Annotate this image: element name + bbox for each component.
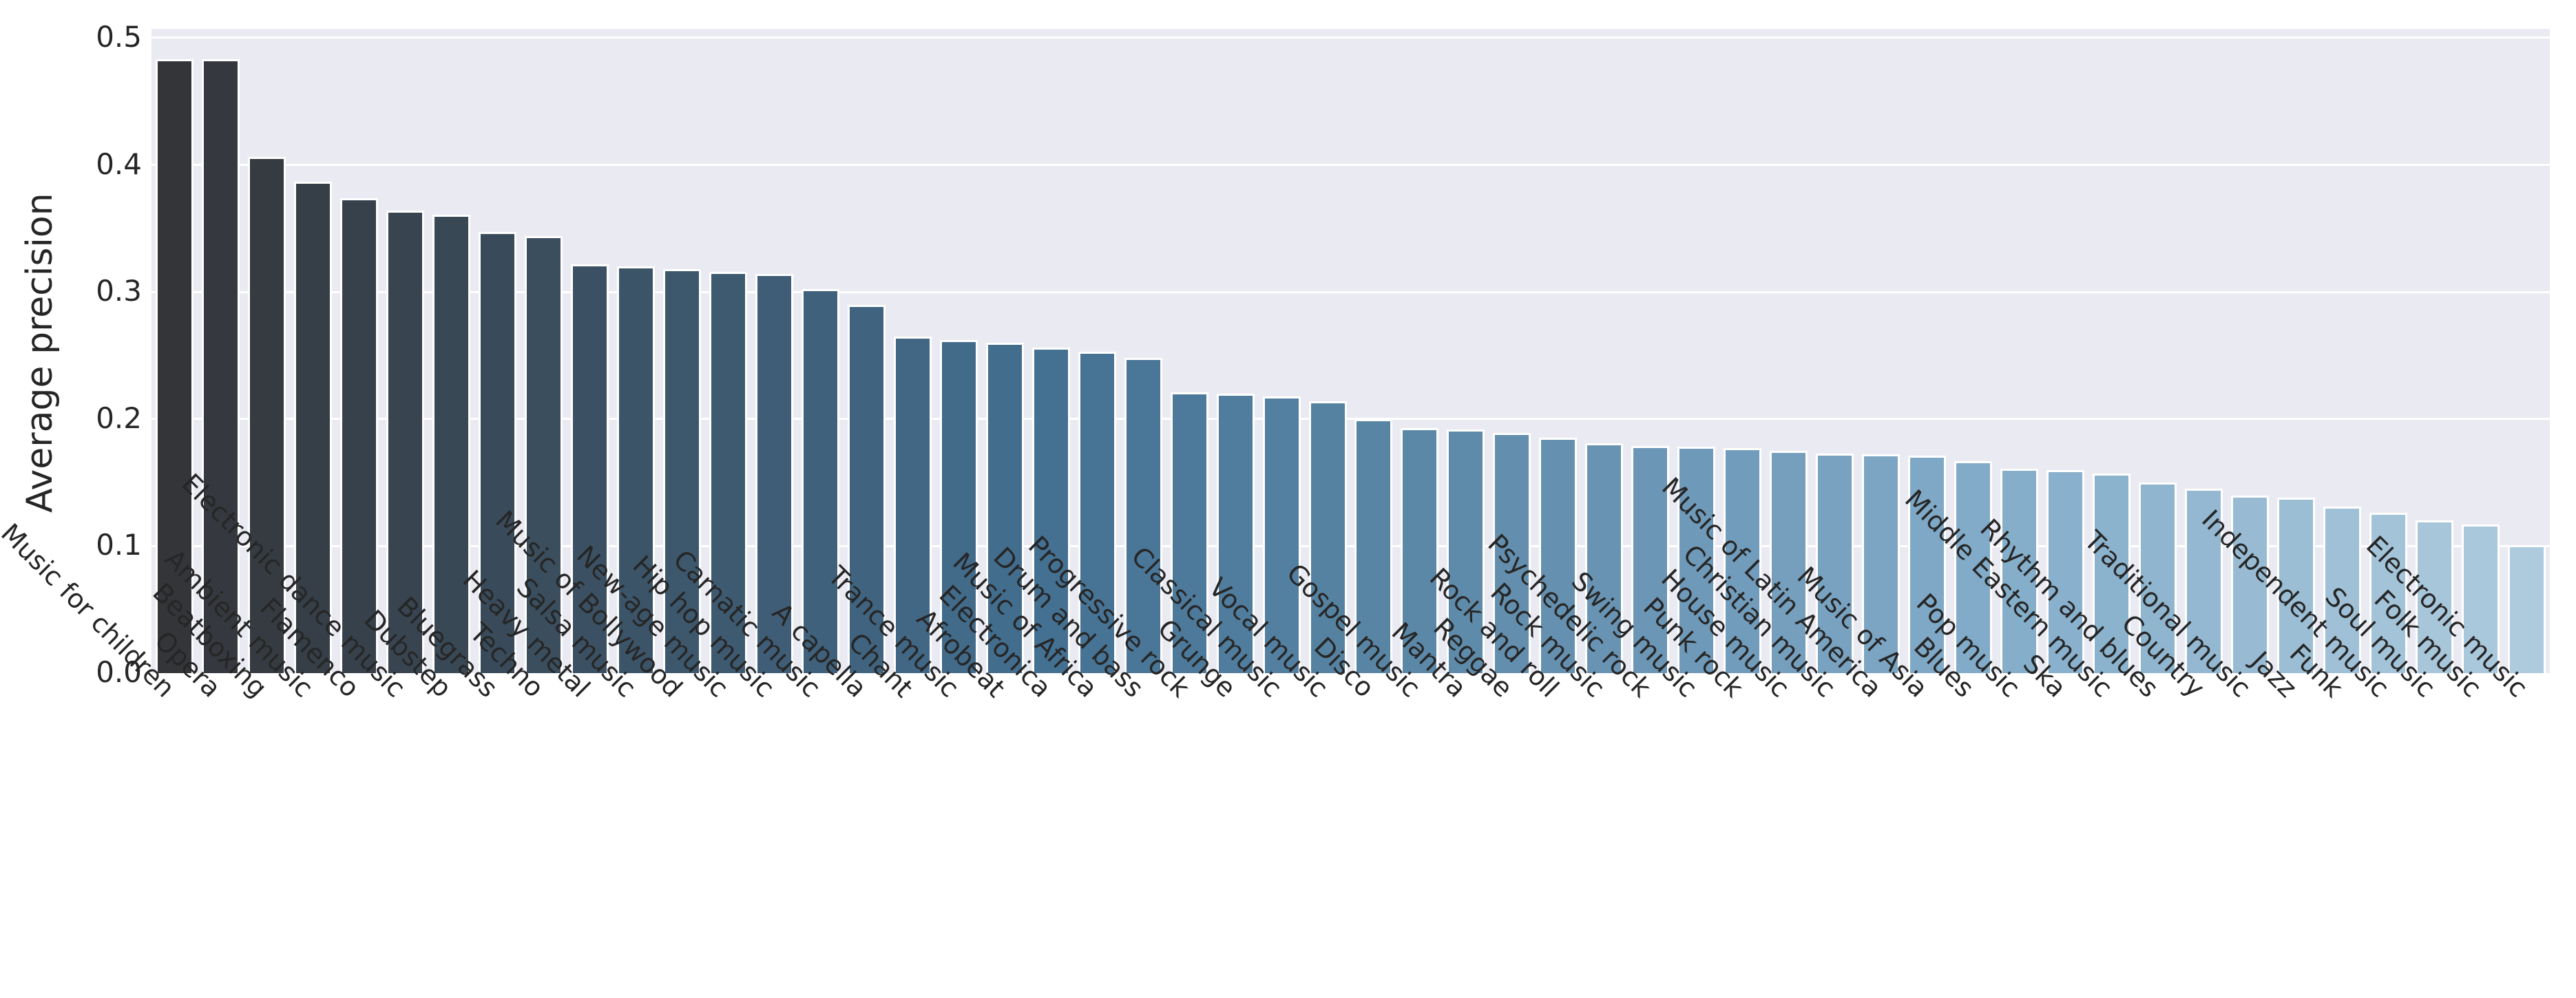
gridline-0.1 — [151, 545, 2550, 547]
bar — [2000, 469, 2038, 673]
bar — [2416, 520, 2453, 673]
bar — [156, 59, 193, 673]
bar — [663, 269, 701, 673]
bar — [1585, 443, 1623, 673]
bar — [202, 59, 240, 673]
bar — [2093, 474, 2130, 673]
bar — [525, 236, 563, 673]
y-tick-label: 0.3 — [96, 274, 142, 308]
bar — [2139, 482, 2177, 673]
bar — [1217, 394, 1255, 673]
bar — [1263, 396, 1301, 673]
y-tick-label: 0.0 — [96, 655, 142, 689]
bar — [1078, 352, 1116, 673]
bar — [1493, 433, 1531, 673]
y-tick-label: 0.1 — [96, 528, 142, 562]
bar — [2231, 496, 2269, 673]
bar — [1354, 419, 1392, 673]
y-tick-label: 0.2 — [96, 401, 142, 435]
bar — [1677, 447, 1715, 673]
bar — [1539, 438, 1577, 673]
bar — [1631, 446, 1669, 673]
bar — [1816, 454, 1854, 673]
bar — [1401, 428, 1438, 673]
bar — [1124, 358, 1162, 673]
bar — [571, 264, 609, 673]
bar — [2277, 498, 2315, 673]
bar — [986, 343, 1024, 673]
bar — [432, 215, 470, 673]
bar — [2046, 470, 2084, 673]
bar — [755, 274, 793, 673]
bar — [1724, 448, 1761, 673]
y-tick-label: 0.4 — [96, 147, 142, 181]
bar — [2369, 513, 2407, 673]
gridline-0.5 — [151, 36, 2550, 39]
bar — [2508, 545, 2546, 673]
bar — [1171, 392, 1208, 673]
y-tick-label: 0.5 — [96, 20, 142, 54]
bar — [940, 340, 978, 673]
bar — [1770, 451, 1808, 673]
bar — [848, 305, 886, 673]
bar — [248, 157, 286, 673]
bar — [617, 266, 655, 673]
gridline-0.2 — [151, 418, 2550, 420]
bar — [479, 232, 516, 673]
bar — [386, 211, 424, 673]
bar — [2462, 524, 2500, 673]
bar — [340, 198, 378, 673]
bar — [1447, 429, 1485, 673]
plot-area — [151, 29, 2550, 673]
bar — [802, 289, 839, 673]
bar — [1954, 461, 1992, 673]
bar — [1908, 456, 1946, 673]
bar — [294, 182, 332, 673]
bar — [2185, 489, 2223, 673]
bar — [709, 272, 747, 673]
gridline-0.3 — [151, 291, 2550, 293]
bar — [1862, 454, 1900, 673]
gridline-0.4 — [151, 164, 2550, 166]
bar — [894, 337, 932, 673]
bar — [2323, 507, 2361, 673]
bar — [1032, 348, 1070, 673]
bar — [1309, 401, 1347, 673]
